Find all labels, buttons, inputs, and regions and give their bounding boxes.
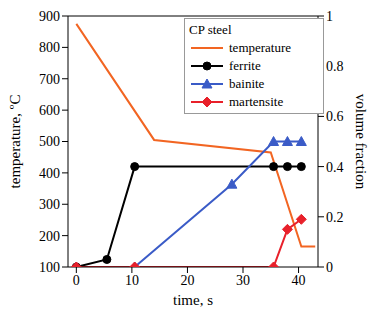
svg-text:10: 10 [125, 273, 139, 288]
svg-text:200: 200 [39, 229, 60, 244]
svg-text:800: 800 [39, 40, 60, 55]
svg-text:volume fraction: volume fraction [353, 94, 368, 190]
html-text:temperature: temperature [229, 40, 292, 55]
svg-text:0.2: 0.2 [326, 210, 344, 225]
html-text:ferrite: ferrite [229, 58, 261, 73]
html-text:martensite: martensite [229, 94, 284, 109]
svg-text:500: 500 [39, 134, 60, 149]
html-text:CP steel: CP steel [189, 22, 232, 37]
svg-text:0: 0 [326, 260, 333, 275]
svg-text:100: 100 [39, 260, 60, 275]
svg-text:temperature, ºC: temperature, ºC [8, 95, 23, 189]
svg-text:900: 900 [39, 9, 60, 24]
html-text:bainite: bainite [229, 76, 265, 91]
svg-text:0.8: 0.8 [326, 59, 344, 74]
svg-text:0: 0 [73, 273, 80, 288]
svg-text:300: 300 [39, 197, 60, 212]
svg-text:0.6: 0.6 [326, 109, 344, 124]
svg-text:0.4: 0.4 [326, 160, 344, 175]
svg-text:time, s: time, s [173, 292, 213, 308]
svg-text:1: 1 [326, 9, 333, 24]
svg-text:700: 700 [39, 72, 60, 87]
svg-text:600: 600 [39, 103, 60, 118]
svg-text:400: 400 [39, 166, 60, 181]
svg-text:40: 40 [292, 273, 306, 288]
svg-text:30: 30 [236, 273, 250, 288]
svg-text:20: 20 [180, 273, 194, 288]
